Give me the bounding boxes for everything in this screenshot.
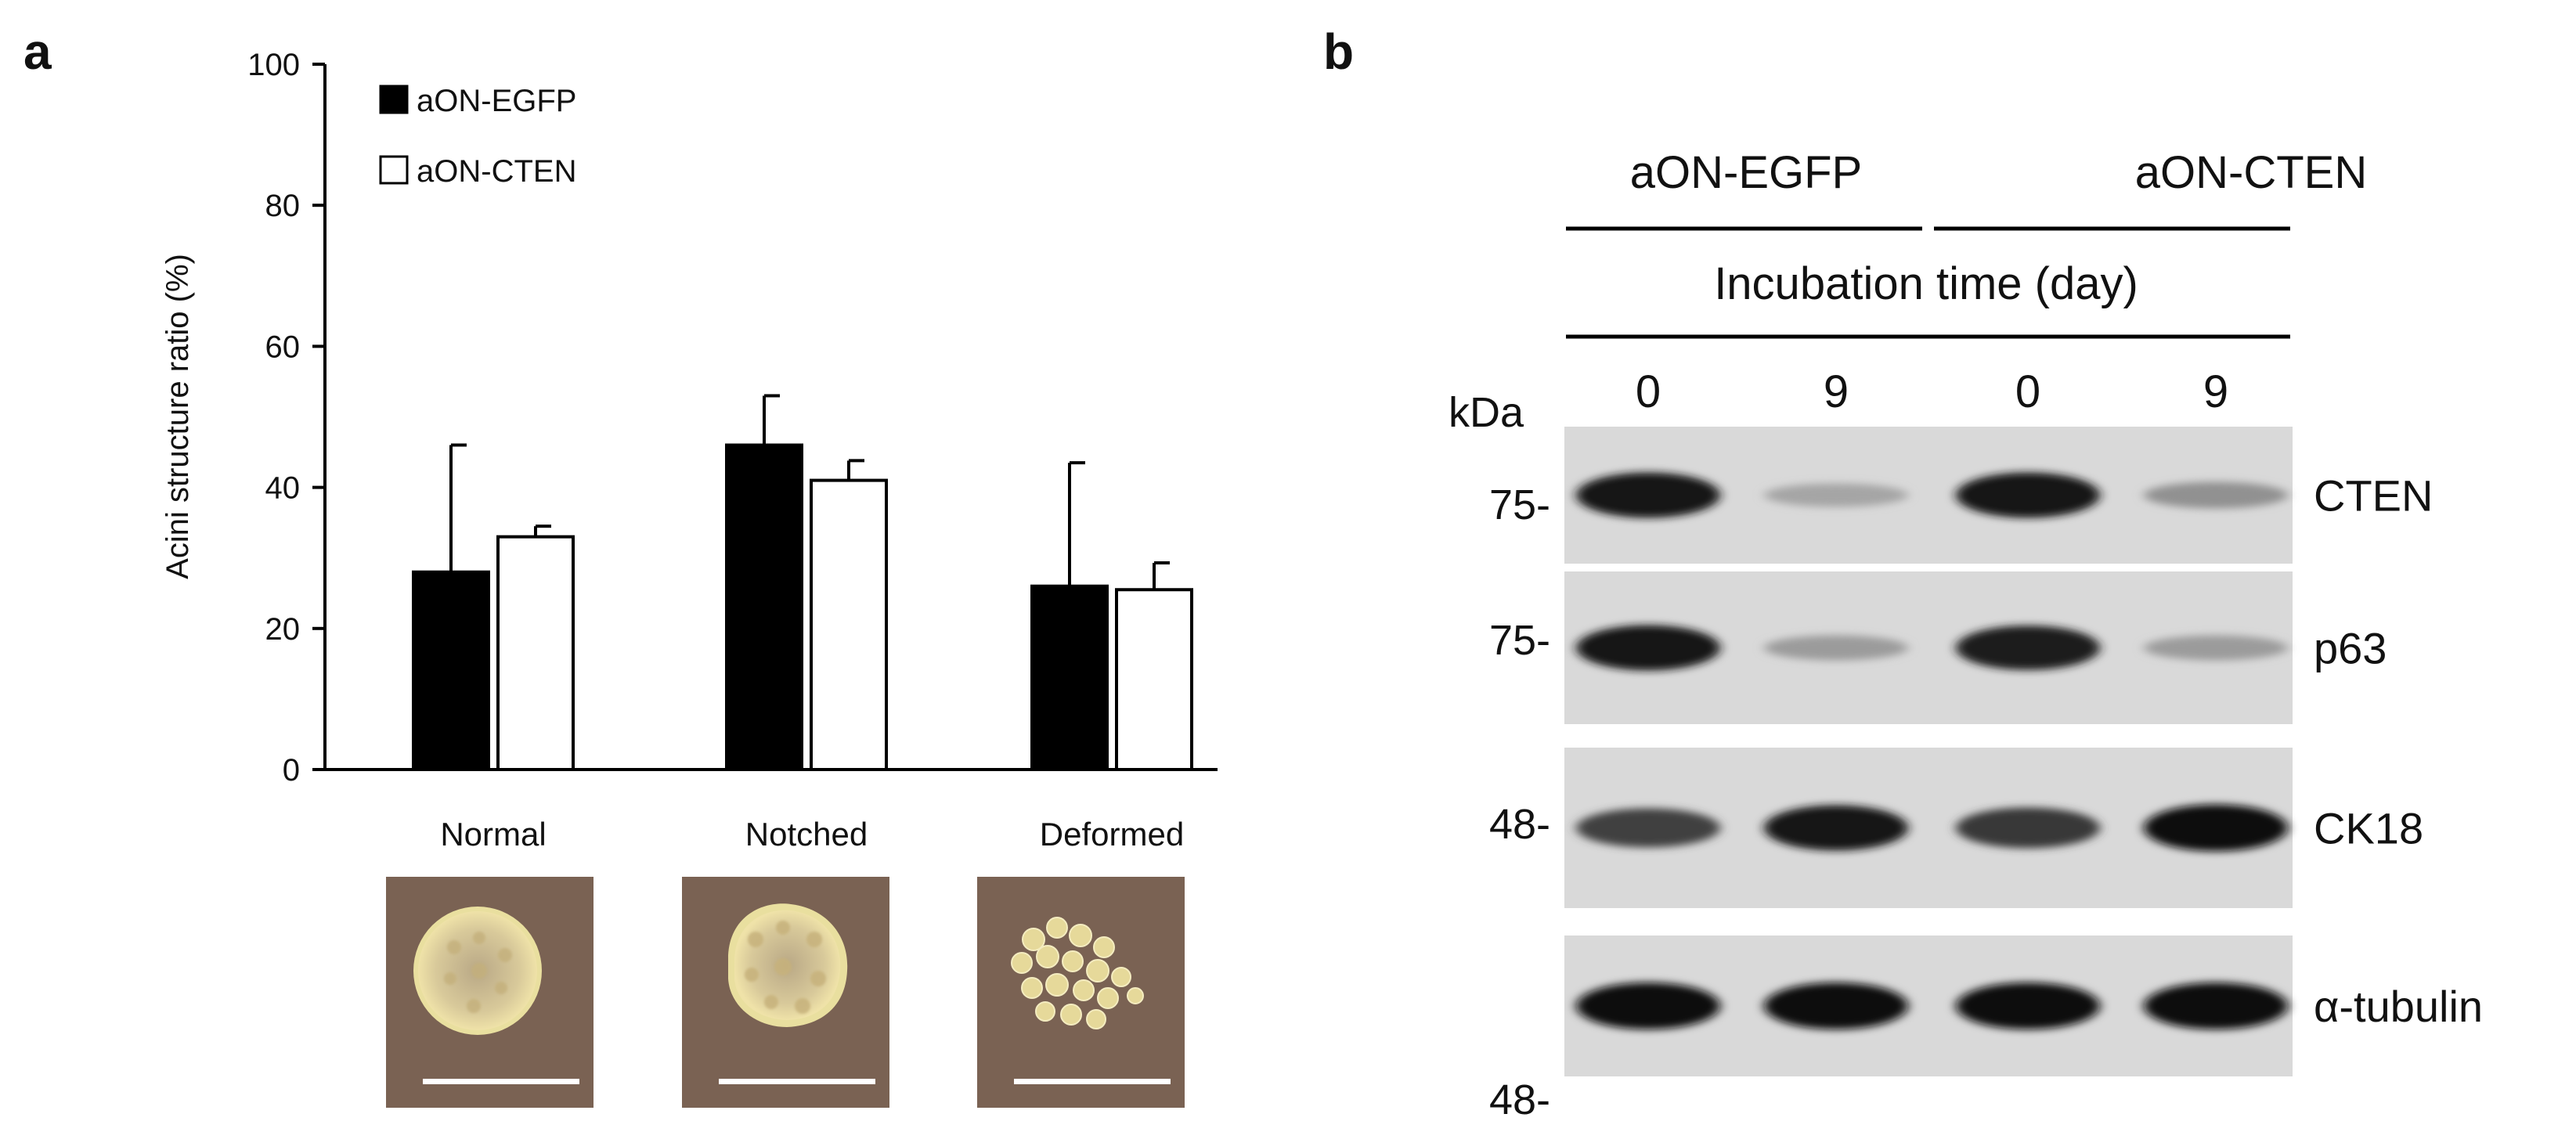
legend-label-aon-egfp: aON-EGFP bbox=[417, 84, 576, 118]
scale-bar bbox=[719, 1079, 875, 1084]
blot-band bbox=[2144, 804, 2288, 852]
blot-band bbox=[1956, 625, 2100, 670]
blot-band bbox=[1576, 625, 1720, 671]
blot-band bbox=[1764, 635, 1908, 661]
legend-swatch-aon-egfp bbox=[379, 85, 409, 114]
x-axis-category-labels: Normal Notched Deformed bbox=[440, 816, 1184, 853]
y-tick-label: 0 bbox=[283, 753, 300, 788]
blot-band bbox=[2144, 481, 2288, 509]
blot-band bbox=[1576, 472, 1720, 518]
protein-label: α-tubulin bbox=[2314, 982, 2483, 1031]
blot-cten: 75- CTEN bbox=[1489, 427, 2433, 564]
protein-label: CTEN bbox=[2314, 471, 2433, 521]
kda-marker-label: 48- bbox=[1489, 801, 1550, 848]
blot-band bbox=[1956, 472, 2100, 518]
panel-b: b aON-EGFP aON-CTEN Incubation time (day… bbox=[1323, 23, 2483, 1123]
legend-label-aon-cten: aON-CTEN bbox=[417, 154, 576, 189]
lane-label: 0 bbox=[2015, 366, 2040, 417]
panel-a: a 0 20 40 60 80 100 Acini structure ratio (%)… bbox=[23, 23, 1218, 1108]
category-label: Normal bbox=[440, 816, 546, 853]
y-tick-label: 60 bbox=[265, 330, 301, 364]
bar-aon-egfp-normal bbox=[412, 570, 490, 771]
bar-chart: 0 20 40 60 80 100 Acini structure ratio (%) N… bbox=[161, 48, 1218, 853]
incubation-time-label: Incubation time (day) bbox=[1714, 258, 2138, 309]
y-tick-label: 40 bbox=[265, 471, 301, 506]
kda-marker-label: 48- bbox=[1489, 1076, 1550, 1123]
legend: aON-EGFP aON-CTEN bbox=[379, 84, 576, 189]
group-headers: aON-EGFP aON-CTEN Incubation time (day) … bbox=[1449, 147, 2367, 436]
kda-marker-label: 75- bbox=[1489, 617, 1550, 664]
protein-label: CK18 bbox=[2314, 804, 2423, 853]
bar-aon-egfp-notched bbox=[725, 443, 803, 771]
y-tick-label: 20 bbox=[265, 612, 301, 647]
scale-bar bbox=[423, 1079, 579, 1084]
category-label: Notched bbox=[745, 816, 868, 853]
blot-band bbox=[1576, 982, 1720, 1029]
y-tick-label: 80 bbox=[265, 189, 301, 223]
kda-label: kDa bbox=[1449, 389, 1524, 436]
lane-label: 9 bbox=[1824, 366, 1849, 417]
bar-aon-cten-notched bbox=[810, 478, 888, 772]
y-tick-label: 100 bbox=[247, 48, 300, 82]
micrograph-notched bbox=[682, 877, 889, 1108]
group-label-aon-cten: aON-CTEN bbox=[2135, 147, 2367, 198]
bar-aon-cten-deformed bbox=[1115, 588, 1193, 771]
blot-band bbox=[1764, 805, 1908, 851]
lane-label: 9 bbox=[2203, 366, 2228, 417]
western-blots: 75- CTEN 75- p63 48- CK18 48- α-tubulin bbox=[1489, 427, 2483, 1123]
bar-aon-egfp-deformed bbox=[1030, 584, 1109, 771]
bars bbox=[412, 394, 1193, 772]
panel-a-letter: a bbox=[23, 23, 52, 80]
blot-band bbox=[2144, 635, 2288, 661]
blot-band bbox=[1576, 808, 1720, 848]
micrograph-normal bbox=[386, 877, 593, 1108]
blot-band bbox=[2144, 982, 2288, 1029]
protein-label: p63 bbox=[2314, 624, 2387, 673]
category-label: Deformed bbox=[1040, 816, 1184, 853]
blot-band bbox=[1956, 807, 2100, 849]
y-axis-label: Acini structure ratio (%) bbox=[161, 254, 195, 579]
blot-band bbox=[1956, 982, 2100, 1029]
group-label-aon-egfp: aON-EGFP bbox=[1630, 147, 1863, 198]
legend-swatch-aon-cten bbox=[379, 155, 409, 185]
blot--tubulin: 48- α-tubulin bbox=[1489, 936, 2483, 1123]
lane-labels: 0 9 0 9 bbox=[1636, 366, 2228, 417]
y-axis-ticks: 0 20 40 60 80 100 bbox=[247, 48, 325, 788]
bar-aon-cten-normal bbox=[496, 535, 575, 771]
blot-band bbox=[1764, 982, 1908, 1029]
lane-label: 0 bbox=[1636, 366, 1661, 417]
micrograph-deformed bbox=[977, 877, 1185, 1108]
kda-marker-label: 75- bbox=[1489, 481, 1550, 528]
blot-ck18: 48- CK18 bbox=[1489, 748, 2423, 908]
scale-bar bbox=[1014, 1079, 1171, 1084]
blot-p63: 75- p63 bbox=[1489, 571, 2387, 724]
blot-band bbox=[1764, 483, 1908, 507]
panel-b-letter: b bbox=[1323, 23, 1354, 80]
